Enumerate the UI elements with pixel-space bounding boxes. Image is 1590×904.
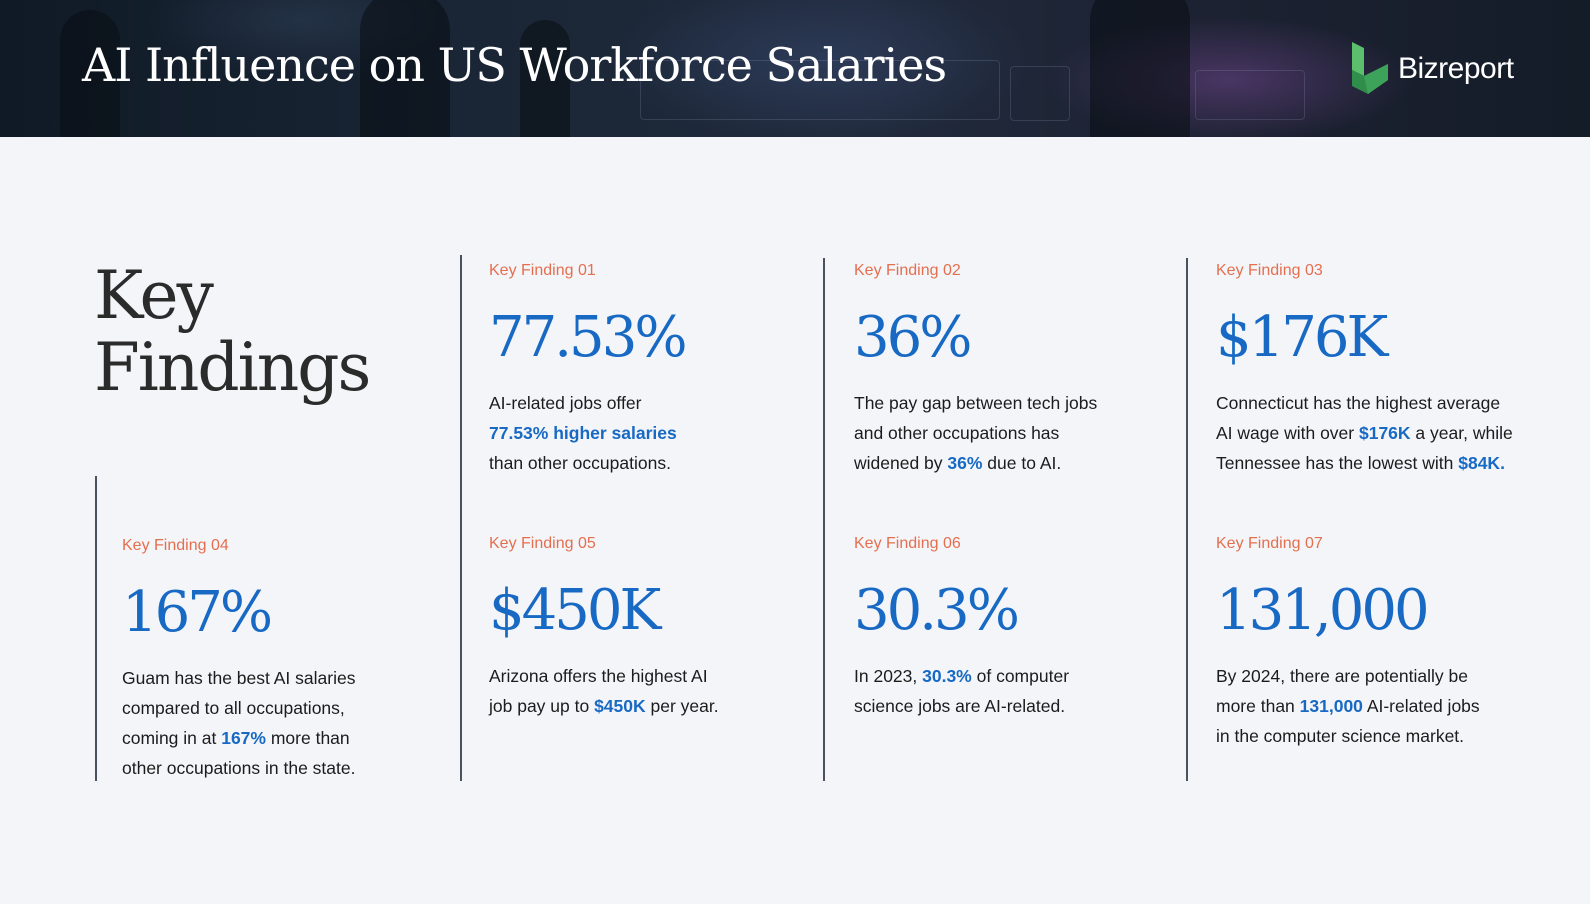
- background-figure: [520, 20, 570, 137]
- finding-value: 36%: [854, 305, 972, 370]
- finding-description: By 2024, there are potentially be more th…: [1216, 661, 1526, 751]
- section-title-line: Key: [94, 257, 214, 334]
- column-divider: [95, 476, 97, 781]
- description-text: Arizona offers the highest AI: [489, 666, 708, 686]
- finding-value: 30.3%: [854, 578, 1020, 643]
- finding-value: $176K: [1216, 305, 1388, 370]
- description-text: more than: [1216, 696, 1300, 716]
- finding-description: Guam has the best AI salaries compared to…: [122, 663, 432, 783]
- column-divider: [460, 255, 462, 781]
- background-decoration: [1010, 66, 1070, 121]
- description-text: AI wage with over: [1216, 423, 1359, 443]
- finding-label: Key Finding 04: [122, 537, 229, 554]
- finding-description: Arizona offers the highest AI job pay up …: [489, 661, 799, 721]
- key-finding-card: Key Finding 04 167% Guam has the best AI s…: [122, 537, 432, 783]
- description-text: job pay up to: [489, 696, 595, 716]
- description-text: AI-related jobs offer: [489, 393, 642, 413]
- description-text: compared to all occupations,: [122, 698, 345, 718]
- description-text: AI-related jobs: [1362, 696, 1480, 716]
- background-decoration: [1195, 70, 1305, 120]
- description-text: a year, while: [1410, 423, 1513, 443]
- highlighted-stat: $450K: [594, 696, 646, 716]
- finding-value: 167%: [122, 580, 273, 645]
- finding-description: AI-related jobs offer 77.53% higher sala…: [489, 388, 799, 478]
- section-title-line: Findings: [94, 329, 371, 406]
- description-text: Connecticut has the highest average: [1216, 393, 1501, 413]
- finding-label: Key Finding 06: [854, 535, 961, 552]
- highlighted-stat: $176K: [1358, 423, 1411, 443]
- background-figure: [60, 10, 120, 137]
- key-finding-card: Key Finding 03 $176K Connecticut has the h…: [1216, 262, 1556, 478]
- background-figure: [360, 0, 450, 137]
- description-text: In 2023,: [854, 666, 923, 686]
- description-text: Tennessee has the lowest with: [1216, 453, 1459, 473]
- finding-label: Key Finding 05: [489, 535, 596, 552]
- description-text: in the computer science market.: [1216, 726, 1465, 746]
- background-figure: [1090, 0, 1190, 137]
- description-text: other occupations in the state.: [122, 758, 356, 778]
- background-decoration: [640, 60, 1000, 120]
- key-finding-card: Key Finding 01 77.53% AI-related jobs offe…: [489, 262, 799, 478]
- finding-value: 77.53%: [489, 305, 688, 370]
- finding-description: In 2023, 30.3% of computer science jobs a…: [854, 661, 1164, 721]
- highlighted-stat: 167%: [221, 728, 266, 748]
- key-finding-card: Key Finding 05 $450K Arizona offers the hi…: [489, 535, 799, 721]
- highlighted-stat: 77.53% higher salaries: [489, 423, 677, 443]
- key-finding-card: Key Finding 02 36% The pay gap between tec…: [854, 262, 1164, 478]
- bizreport-logo: Bizreport: [1350, 42, 1514, 96]
- key-finding-card: Key Finding 06 30.3% In 2023, 30.3% of com…: [854, 535, 1164, 721]
- finding-description: The pay gap between tech jobs and other o…: [854, 388, 1164, 478]
- description-text: more than: [265, 728, 350, 748]
- bizreport-logo-text: Bizreport: [1398, 52, 1514, 85]
- finding-label: Key Finding 02: [854, 262, 961, 279]
- page-title: AI Influence on US Workforce Salaries: [82, 38, 947, 92]
- header-banner: AI Influence on US Workforce Salaries Bi…: [0, 0, 1590, 137]
- finding-value: 131,000: [1216, 578, 1430, 643]
- highlighted-stat: $84K.: [1458, 453, 1505, 473]
- description-text: per year.: [645, 696, 719, 716]
- description-text: widened by: [854, 453, 948, 473]
- finding-description: Connecticut has the highest average AI wa…: [1216, 388, 1556, 478]
- column-divider: [823, 258, 825, 781]
- description-text: and other occupations has: [854, 423, 1060, 443]
- description-text: Guam has the best AI salaries: [122, 668, 356, 688]
- column-divider: [1186, 258, 1188, 781]
- description-text: coming in at: [122, 728, 222, 748]
- description-text: of computer: [971, 666, 1070, 686]
- description-text: science jobs are AI-related.: [854, 696, 1066, 716]
- finding-label: Key Finding 03: [1216, 262, 1323, 279]
- highlighted-stat: 30.3%: [922, 666, 972, 686]
- description-text: The pay gap between tech jobs: [854, 393, 1098, 413]
- highlighted-stat: 131,000: [1299, 696, 1363, 716]
- description-text: due to AI.: [982, 453, 1062, 473]
- description-text: than other occupations.: [489, 453, 671, 473]
- key-finding-card: Key Finding 07 131,000 By 2024, there are …: [1216, 535, 1526, 751]
- description-text: By 2024, there are potentially be: [1216, 666, 1468, 686]
- highlighted-stat: 36%: [947, 453, 983, 473]
- finding-value: $450K: [489, 578, 661, 643]
- finding-label: Key Finding 01: [489, 262, 596, 279]
- finding-label: Key Finding 07: [1216, 535, 1323, 552]
- section-title: Key Findings: [94, 257, 371, 406]
- bizreport-logo-icon: [1350, 42, 1390, 96]
